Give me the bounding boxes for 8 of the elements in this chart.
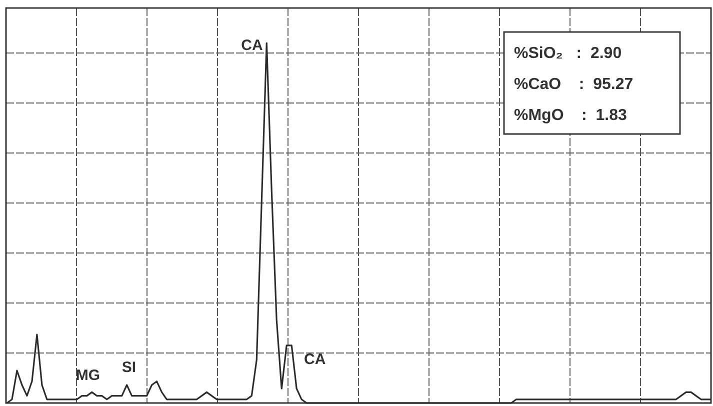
annotation: CA [304,351,326,368]
annotation: %CaO : 95.27 [514,76,634,93]
annotation: SI [122,359,136,376]
annotation: CA [241,37,263,54]
annotation: %MgO : 1.83 [514,107,628,124]
composition-box: %SiO₂ : 2.90 %CaO : 95.27 %MgO : 1.83 [503,31,681,135]
annotation: MG [76,367,100,384]
annotation: %SiO₂ : 2.90 [514,45,622,62]
